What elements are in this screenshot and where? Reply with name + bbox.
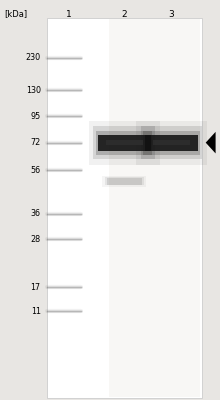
- Text: [kDa]: [kDa]: [4, 10, 28, 18]
- Text: 130: 130: [26, 86, 41, 95]
- Text: 11: 11: [31, 307, 41, 316]
- Bar: [153, 140, 190, 145]
- Text: 28: 28: [31, 235, 41, 244]
- Text: 17: 17: [31, 282, 41, 292]
- Text: 72: 72: [30, 138, 41, 147]
- Text: 1: 1: [66, 10, 72, 19]
- Bar: [94, 126, 155, 160]
- Text: 56: 56: [31, 166, 41, 174]
- Bar: [141, 126, 202, 160]
- Bar: [106, 140, 143, 145]
- Text: 2: 2: [121, 10, 127, 19]
- Bar: [47, 18, 202, 398]
- Bar: [136, 121, 207, 165]
- Bar: [102, 176, 146, 187]
- Bar: [98, 135, 151, 151]
- Bar: [105, 178, 144, 186]
- Bar: [89, 121, 160, 165]
- Text: 230: 230: [26, 54, 41, 62]
- Bar: [107, 178, 142, 185]
- Bar: [145, 135, 198, 151]
- Text: 3: 3: [169, 10, 174, 19]
- Text: 36: 36: [31, 209, 41, 218]
- Polygon shape: [206, 132, 216, 154]
- Bar: [96, 131, 152, 155]
- Text: 95: 95: [30, 112, 41, 120]
- Bar: [109, 19, 200, 397]
- Bar: [143, 131, 200, 155]
